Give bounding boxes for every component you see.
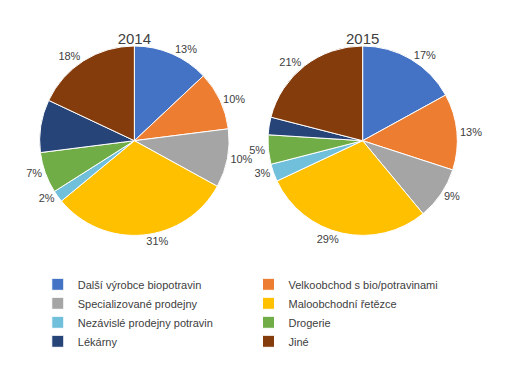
svg-text:Velkoobchod s bio/potravinami: Velkoobchod s bio/potravinami	[289, 279, 438, 291]
svg-text:2015: 2015	[346, 30, 379, 47]
svg-text:7%: 7%	[26, 167, 42, 179]
svg-text:Maloobchodní řetězce: Maloobchodní řetězce	[289, 298, 397, 310]
svg-text:2014: 2014	[118, 30, 151, 47]
svg-text:13%: 13%	[460, 126, 482, 138]
svg-text:21%: 21%	[279, 56, 301, 68]
svg-text:Drogerie: Drogerie	[289, 317, 331, 329]
svg-text:10%: 10%	[230, 153, 252, 165]
svg-text:18%: 18%	[58, 50, 80, 62]
svg-text:Nezávislé prodejny potravin: Nezávislé prodejny potravin	[78, 317, 213, 329]
svg-text:29%: 29%	[317, 233, 339, 245]
svg-text:31%: 31%	[146, 235, 168, 247]
svg-text:5%: 5%	[249, 144, 265, 156]
svg-text:Lékárny: Lékárny	[78, 336, 118, 348]
svg-text:2%: 2%	[39, 192, 55, 204]
svg-text:Další výrobce biopotravin: Další výrobce biopotravin	[78, 279, 202, 291]
svg-text:17%: 17%	[414, 49, 436, 61]
svg-text:13%: 13%	[175, 43, 197, 55]
svg-text:10%: 10%	[223, 93, 245, 105]
svg-text:3%: 3%	[254, 167, 270, 179]
svg-text:Jiné: Jiné	[289, 336, 309, 348]
svg-text:Specializované prodejny: Specializované prodejny	[78, 298, 198, 310]
svg-text:9%: 9%	[444, 190, 460, 202]
